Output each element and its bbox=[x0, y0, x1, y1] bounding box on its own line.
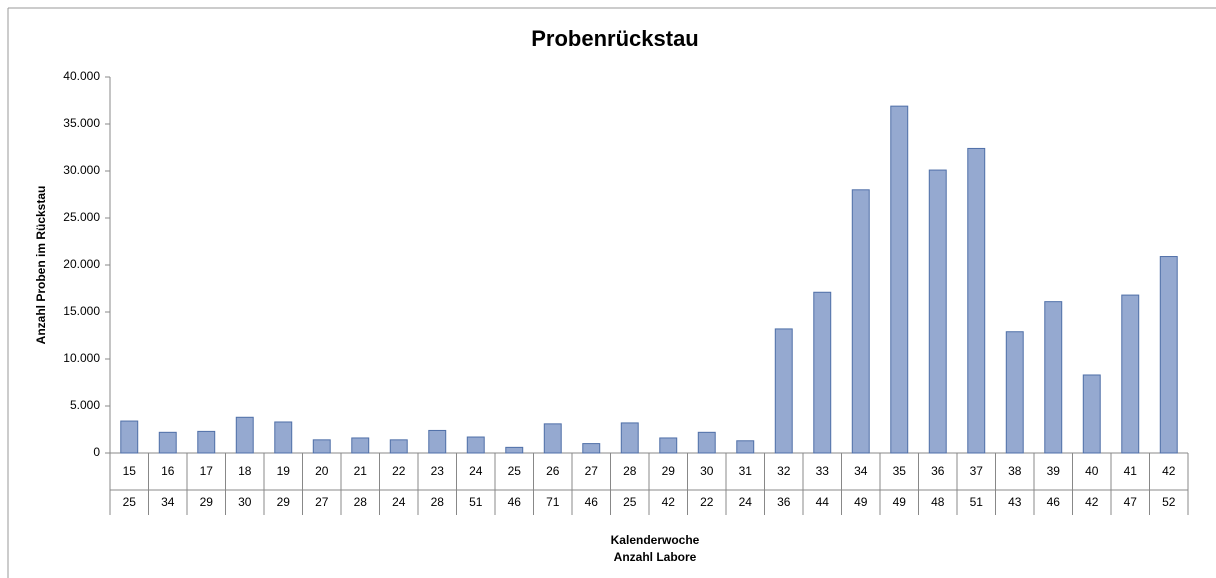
x-tick-label: 23 bbox=[431, 464, 445, 478]
x-tick-label-secondary: 48 bbox=[931, 495, 945, 509]
bar bbox=[312, 439, 331, 454]
x-tick-label: 32 bbox=[777, 464, 791, 478]
bar bbox=[736, 440, 755, 454]
x-tick-label: 39 bbox=[1047, 464, 1061, 478]
x-tick-label-secondary: 27 bbox=[315, 495, 329, 509]
bar bbox=[1044, 301, 1063, 454]
x-tick-label: 29 bbox=[662, 464, 676, 478]
y-tick-label: 40.000 bbox=[63, 69, 100, 83]
x-tick-label-secondary: 28 bbox=[354, 495, 368, 509]
x-tick-label-secondary: 24 bbox=[739, 495, 753, 509]
bar bbox=[1159, 256, 1178, 454]
y-tick-label: 20.000 bbox=[63, 257, 100, 271]
x-tick-label-secondary: 43 bbox=[1008, 495, 1022, 509]
y-tick-label: 15.000 bbox=[63, 304, 100, 318]
bar bbox=[158, 431, 177, 454]
x-tick-label: 37 bbox=[970, 464, 984, 478]
x-tick-label-secondary: 49 bbox=[854, 495, 868, 509]
x-tick-label-secondary: 44 bbox=[816, 495, 830, 509]
x-tick-label: 26 bbox=[546, 464, 560, 478]
x-tick-label: 18 bbox=[238, 464, 252, 478]
x-tick-label: 41 bbox=[1124, 464, 1138, 478]
y-tick-label: 35.000 bbox=[63, 116, 100, 130]
bar bbox=[967, 147, 986, 454]
x-tick-label: 40 bbox=[1085, 464, 1099, 478]
bar bbox=[774, 328, 793, 454]
x-tick-label-secondary: 22 bbox=[700, 495, 714, 509]
bar bbox=[813, 291, 832, 454]
chart-title: Probenrückstau bbox=[531, 26, 699, 51]
bar bbox=[235, 416, 254, 454]
x-tick-label-secondary: 30 bbox=[238, 495, 252, 509]
x-tick-label: 25 bbox=[508, 464, 522, 478]
x-tick-label: 35 bbox=[893, 464, 907, 478]
x-tick-label: 36 bbox=[931, 464, 945, 478]
y-tick-label: 5.000 bbox=[70, 398, 100, 412]
y-tick-label: 0 bbox=[93, 445, 100, 459]
x-tick-label-secondary: 51 bbox=[469, 495, 483, 509]
x-tick-label-secondary: 29 bbox=[200, 495, 214, 509]
bar bbox=[697, 431, 716, 454]
x-tick-label-secondary: 46 bbox=[508, 495, 522, 509]
bar bbox=[1082, 374, 1101, 454]
x-tick-label-secondary: 51 bbox=[970, 495, 984, 509]
x-tick-label: 20 bbox=[315, 464, 329, 478]
x-tick-label-secondary: 29 bbox=[277, 495, 291, 509]
x-tick-label: 27 bbox=[585, 464, 599, 478]
x-tick-label-secondary: 25 bbox=[123, 495, 137, 509]
x-tick-label-secondary: 71 bbox=[546, 495, 560, 509]
x-tick-label: 24 bbox=[469, 464, 483, 478]
bar bbox=[543, 423, 562, 454]
x-tick-label-secondary: 47 bbox=[1124, 495, 1138, 509]
x-tick-label: 19 bbox=[277, 464, 291, 478]
bar bbox=[505, 446, 524, 454]
x-tick-label: 31 bbox=[739, 464, 753, 478]
bar bbox=[120, 420, 139, 454]
x-axis-label: Anzahl Labore bbox=[614, 550, 697, 564]
x-tick-label: 38 bbox=[1008, 464, 1022, 478]
bar bbox=[659, 437, 678, 454]
x-tick-label-secondary: 42 bbox=[1085, 495, 1099, 509]
x-tick-label-secondary: 28 bbox=[431, 495, 445, 509]
bar bbox=[1121, 294, 1140, 454]
x-tick-label: 15 bbox=[123, 464, 137, 478]
bar bbox=[274, 421, 293, 454]
bar bbox=[1005, 331, 1024, 454]
bar bbox=[389, 439, 408, 454]
x-tick-label: 33 bbox=[816, 464, 830, 478]
x-tick-label: 21 bbox=[354, 464, 368, 478]
x-tick-label: 30 bbox=[700, 464, 714, 478]
x-tick-label: 17 bbox=[200, 464, 214, 478]
x-tick-label-secondary: 46 bbox=[1047, 495, 1061, 509]
bar bbox=[428, 429, 447, 454]
x-tick-label-secondary: 42 bbox=[662, 495, 676, 509]
bar bbox=[620, 422, 639, 454]
x-tick-label-secondary: 34 bbox=[161, 495, 175, 509]
x-axis-label: Kalenderwoche bbox=[611, 533, 700, 547]
x-tick-label-secondary: 25 bbox=[623, 495, 637, 509]
x-tick-label: 34 bbox=[854, 464, 868, 478]
x-tick-label-secondary: 24 bbox=[392, 495, 406, 509]
y-tick-label: 30.000 bbox=[63, 163, 100, 177]
y-axis-label: Anzahl Proben im Rückstau bbox=[34, 186, 48, 345]
x-tick-label-secondary: 46 bbox=[585, 495, 599, 509]
bar bbox=[351, 437, 370, 454]
bar bbox=[890, 105, 909, 454]
y-tick-label: 25.000 bbox=[63, 210, 100, 224]
x-tick-label: 16 bbox=[161, 464, 175, 478]
bar bbox=[851, 189, 870, 454]
x-tick-label: 42 bbox=[1162, 464, 1176, 478]
x-tick-label-secondary: 52 bbox=[1162, 495, 1176, 509]
y-tick-label: 10.000 bbox=[63, 351, 100, 365]
bar bbox=[197, 430, 216, 454]
bar bbox=[466, 436, 485, 454]
bar bbox=[928, 169, 947, 454]
x-tick-label: 28 bbox=[623, 464, 637, 478]
x-tick-label: 22 bbox=[392, 464, 406, 478]
x-tick-label-secondary: 49 bbox=[893, 495, 907, 509]
bar bbox=[582, 443, 601, 454]
x-tick-label-secondary: 36 bbox=[777, 495, 791, 509]
